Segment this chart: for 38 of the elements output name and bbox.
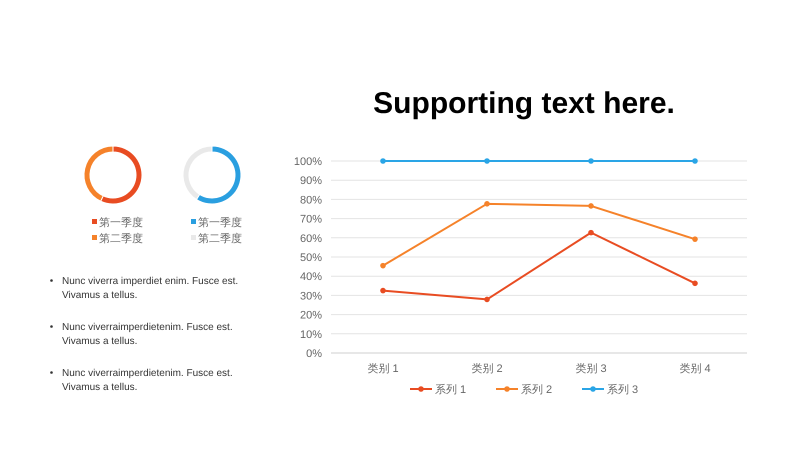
- point: [380, 262, 386, 268]
- legend-label: 系列 3: [607, 383, 638, 396]
- point: [380, 288, 386, 294]
- point: [692, 280, 698, 286]
- y-tick-label: 70%: [300, 214, 322, 226]
- x-tick-label: 类别 2: [471, 362, 503, 375]
- point: [588, 230, 594, 236]
- point: [380, 158, 386, 164]
- legend-label: 系列 2: [521, 383, 552, 396]
- y-tick-label: 20%: [300, 310, 322, 322]
- point: [484, 158, 490, 164]
- text: Nunc viverraimperdietenim. Fusce est. Vivamus a tellus.: [62, 322, 233, 347]
- y-tick-label: 90%: [300, 175, 322, 188]
- y-tick-label: 50%: [300, 252, 322, 264]
- point: [692, 236, 698, 242]
- legend-label: 第二季度: [99, 232, 143, 245]
- y-tick-label: 60%: [300, 232, 322, 245]
- y-tick-label: 80%: [300, 194, 322, 206]
- text: Nunc viverraimperdietenim. Fusce est. Vivamus a tellus.: [62, 368, 233, 393]
- y-tick-label: 30%: [300, 290, 322, 302]
- legend-label: 系列 1: [435, 383, 466, 396]
- legend-label: 第一季度: [198, 216, 242, 229]
- point: [484, 201, 490, 207]
- y-tick-label: 0%: [306, 348, 322, 360]
- x-tick-label: 类别 4: [679, 362, 711, 375]
- y-tick-label: 100%: [294, 156, 322, 168]
- text: Nunc viverra imperdiet enim. Fusce est. Vivamus a tellus.: [62, 276, 238, 301]
- chart-title: Supporting text here.: [373, 87, 675, 120]
- y-tick-label: 40%: [300, 271, 322, 284]
- point: [484, 296, 490, 302]
- y-tick-label: 10%: [300, 328, 322, 341]
- point: [692, 158, 698, 164]
- point: [588, 203, 594, 209]
- legend-label: 第一季度: [99, 216, 143, 229]
- point: [588, 158, 594, 164]
- x-tick-label: 类别 3: [575, 362, 607, 375]
- legend-label: 第二季度: [198, 232, 242, 245]
- x-tick-label: 类别 1: [367, 362, 399, 375]
